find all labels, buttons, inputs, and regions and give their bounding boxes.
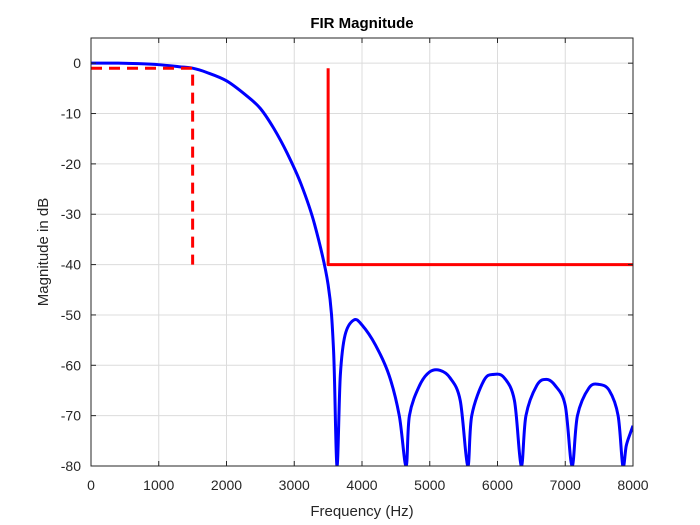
y-tick-label: -10 [61, 106, 81, 122]
x-tick-label: 3000 [279, 477, 310, 493]
series-line-3 [326, 68, 633, 267]
x-tick-label: 2000 [211, 477, 242, 493]
x-tick-label: 1000 [143, 477, 174, 493]
x-tick-label: 8000 [617, 477, 648, 493]
series-layer [91, 61, 633, 466]
x-tick-label: 0 [87, 477, 95, 493]
x-axis-label: Frequency (Hz) [310, 503, 413, 520]
y-tick-label: -40 [61, 257, 81, 273]
y-tick-label: -60 [61, 357, 81, 373]
y-tick-label: -80 [61, 458, 81, 474]
x-tick-label: 5000 [414, 477, 445, 493]
chart-title: FIR Magnitude [310, 15, 413, 32]
x-tick-label: 4000 [346, 477, 377, 493]
y-axis-label: Magnitude in dB [35, 198, 52, 306]
ticks: 0 1000 2000 3000 4000 5000 6000 7000 8000 0 -10 -20… [61, 38, 649, 493]
y-tick-label: -70 [61, 408, 81, 424]
series-line-1 [91, 61, 633, 466]
x-tick-label: 6000 [482, 477, 513, 493]
y-tick-label: -30 [61, 206, 81, 222]
y-tick-label: -50 [61, 307, 81, 323]
y-tick-label: 0 [73, 55, 81, 71]
grid [90, 38, 634, 467]
x-tick-label: 7000 [550, 477, 581, 493]
y-tick-label: -20 [61, 156, 81, 172]
